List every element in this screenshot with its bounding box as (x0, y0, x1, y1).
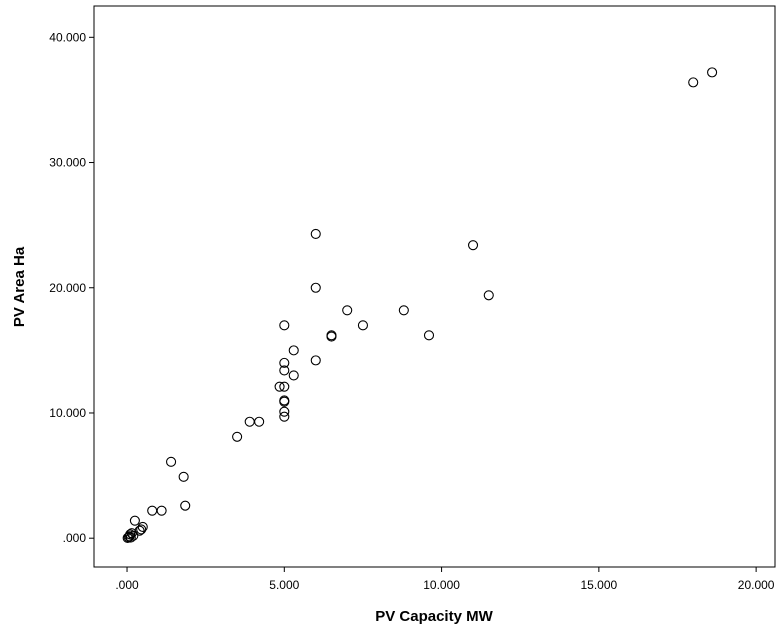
data-point (310, 228, 321, 239)
data-point (279, 381, 290, 392)
data-point (178, 471, 189, 482)
x-tick-label: 20.000 (738, 578, 775, 592)
data-point (279, 395, 290, 406)
data-point (137, 521, 148, 532)
data-points (122, 67, 718, 543)
data-point (310, 282, 321, 293)
data-point (398, 305, 409, 316)
data-point (288, 345, 299, 356)
data-point (156, 505, 167, 516)
y-axis-title: PV Area Ha (11, 246, 28, 327)
y-axis-ticks: .000 10.000 20.000 30.000 40.000 (49, 30, 94, 545)
data-point (342, 305, 353, 316)
data-point (707, 67, 718, 78)
data-point (232, 431, 243, 442)
data-point (357, 320, 368, 331)
data-point (136, 524, 147, 535)
data-point (279, 357, 290, 368)
x-tick-label: 10.000 (423, 578, 460, 592)
data-point (279, 320, 290, 331)
data-point (279, 365, 290, 376)
x-tick-label: 5.000 (269, 578, 299, 592)
data-point (483, 290, 494, 301)
data-point (326, 330, 337, 341)
y-tick-label: 20.000 (49, 281, 86, 295)
plot-frame (93, 5, 776, 568)
data-point (688, 77, 699, 88)
x-tick-label: .000 (115, 578, 139, 592)
data-point (288, 370, 299, 381)
data-point (129, 515, 140, 526)
data-point (279, 406, 290, 417)
data-point (279, 411, 290, 422)
x-tick-label: 15.000 (581, 578, 618, 592)
data-point (310, 355, 321, 366)
y-tick-label: 10.000 (49, 406, 86, 420)
x-axis-ticks: .000 5.000 10.000 15.000 20.000 (115, 567, 775, 592)
y-tick-label: .000 (63, 531, 87, 545)
data-point (423, 330, 435, 341)
data-point (134, 525, 145, 536)
data-point (274, 381, 285, 392)
data-point (180, 500, 191, 511)
x-axis-title: PV Capacity MW (375, 608, 493, 625)
data-point (467, 240, 479, 251)
data-point (125, 532, 136, 543)
y-tick-label: 40.000 (49, 30, 86, 44)
data-point (166, 456, 177, 467)
data-point (254, 416, 265, 427)
y-tick-label: 30.000 (49, 156, 86, 170)
data-point (128, 530, 139, 541)
